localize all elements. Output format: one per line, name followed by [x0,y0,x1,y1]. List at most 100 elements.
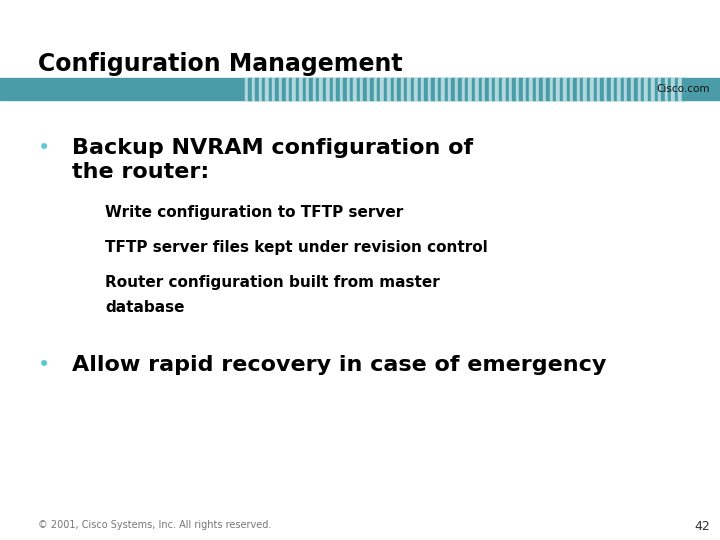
Bar [435,78,438,100]
Bar [255,78,258,100]
Bar [438,78,441,100]
Bar [350,78,354,100]
Bar [570,78,573,100]
Bar [269,78,272,100]
Bar [356,78,360,100]
Text: the router:: the router: [72,162,210,182]
Bar [265,78,269,100]
Bar [553,78,557,100]
Bar [310,78,312,100]
Bar [272,78,276,100]
Bar [323,78,326,100]
Bar [607,78,611,100]
Bar [482,78,485,100]
Bar [465,78,469,100]
Bar [354,78,356,100]
Bar [519,78,523,100]
Bar [377,78,380,100]
Bar [340,78,343,100]
Bar [289,78,292,100]
Bar [312,78,316,100]
Bar [682,78,685,100]
Bar [678,78,682,100]
Bar [0,78,720,100]
Bar [617,78,621,100]
Bar [593,78,597,100]
Bar [414,78,418,100]
Bar [614,78,617,100]
Bar [462,78,465,100]
Bar [654,78,658,100]
Text: •: • [38,355,50,375]
Bar [600,78,604,100]
Bar [516,78,519,100]
Bar [279,78,282,100]
Bar [513,78,516,100]
Text: •: • [38,138,50,158]
Bar [448,78,451,100]
Bar [262,78,265,100]
Bar [641,78,644,100]
Bar [648,78,651,100]
Bar [374,78,377,100]
Bar [336,78,340,100]
Bar [451,78,455,100]
Bar [587,78,590,100]
Bar [543,78,546,100]
Bar [661,78,665,100]
Bar [387,78,390,100]
Bar [401,78,404,100]
Bar [479,78,482,100]
Bar [563,78,567,100]
Bar [475,78,479,100]
Bar [509,78,513,100]
Bar [404,78,408,100]
Bar [495,78,499,100]
Bar [529,78,533,100]
Bar [590,78,593,100]
Bar [384,78,387,100]
Bar [394,78,397,100]
Bar [424,78,428,100]
Bar [286,78,289,100]
Bar [258,78,262,100]
Bar [580,78,583,100]
Bar [428,78,431,100]
Bar [248,78,252,100]
Bar [492,78,495,100]
Text: © 2001, Cisco Systems, Inc. All rights reserved.: © 2001, Cisco Systems, Inc. All rights r… [38,520,271,530]
Bar [296,78,299,100]
Text: 42: 42 [694,520,710,533]
Text: Router configuration built from master: Router configuration built from master [105,275,440,290]
Bar [549,78,553,100]
Bar [333,78,336,100]
Text: Configuration Management: Configuration Management [38,52,402,76]
Bar [455,78,458,100]
Bar [245,78,248,100]
Bar [326,78,330,100]
Bar [302,78,306,100]
Bar [346,78,350,100]
Bar [390,78,394,100]
Bar [485,78,489,100]
Bar [658,78,661,100]
Bar [672,78,675,100]
Bar [469,78,472,100]
Bar [370,78,374,100]
Bar [533,78,536,100]
Text: Cisco.com: Cisco.com [657,84,710,94]
Bar [499,78,503,100]
Text: TFTP server files kept under revision control: TFTP server files kept under revision co… [105,240,487,255]
Bar [411,78,414,100]
Bar [458,78,462,100]
Bar [299,78,302,100]
Bar [577,78,580,100]
Bar [276,78,279,100]
Bar [523,78,526,100]
Text: Backup NVRAM configuration of: Backup NVRAM configuration of [72,138,473,158]
Bar [441,78,445,100]
Bar [445,78,448,100]
Bar [380,78,384,100]
Bar [364,78,367,100]
Bar [343,78,346,100]
